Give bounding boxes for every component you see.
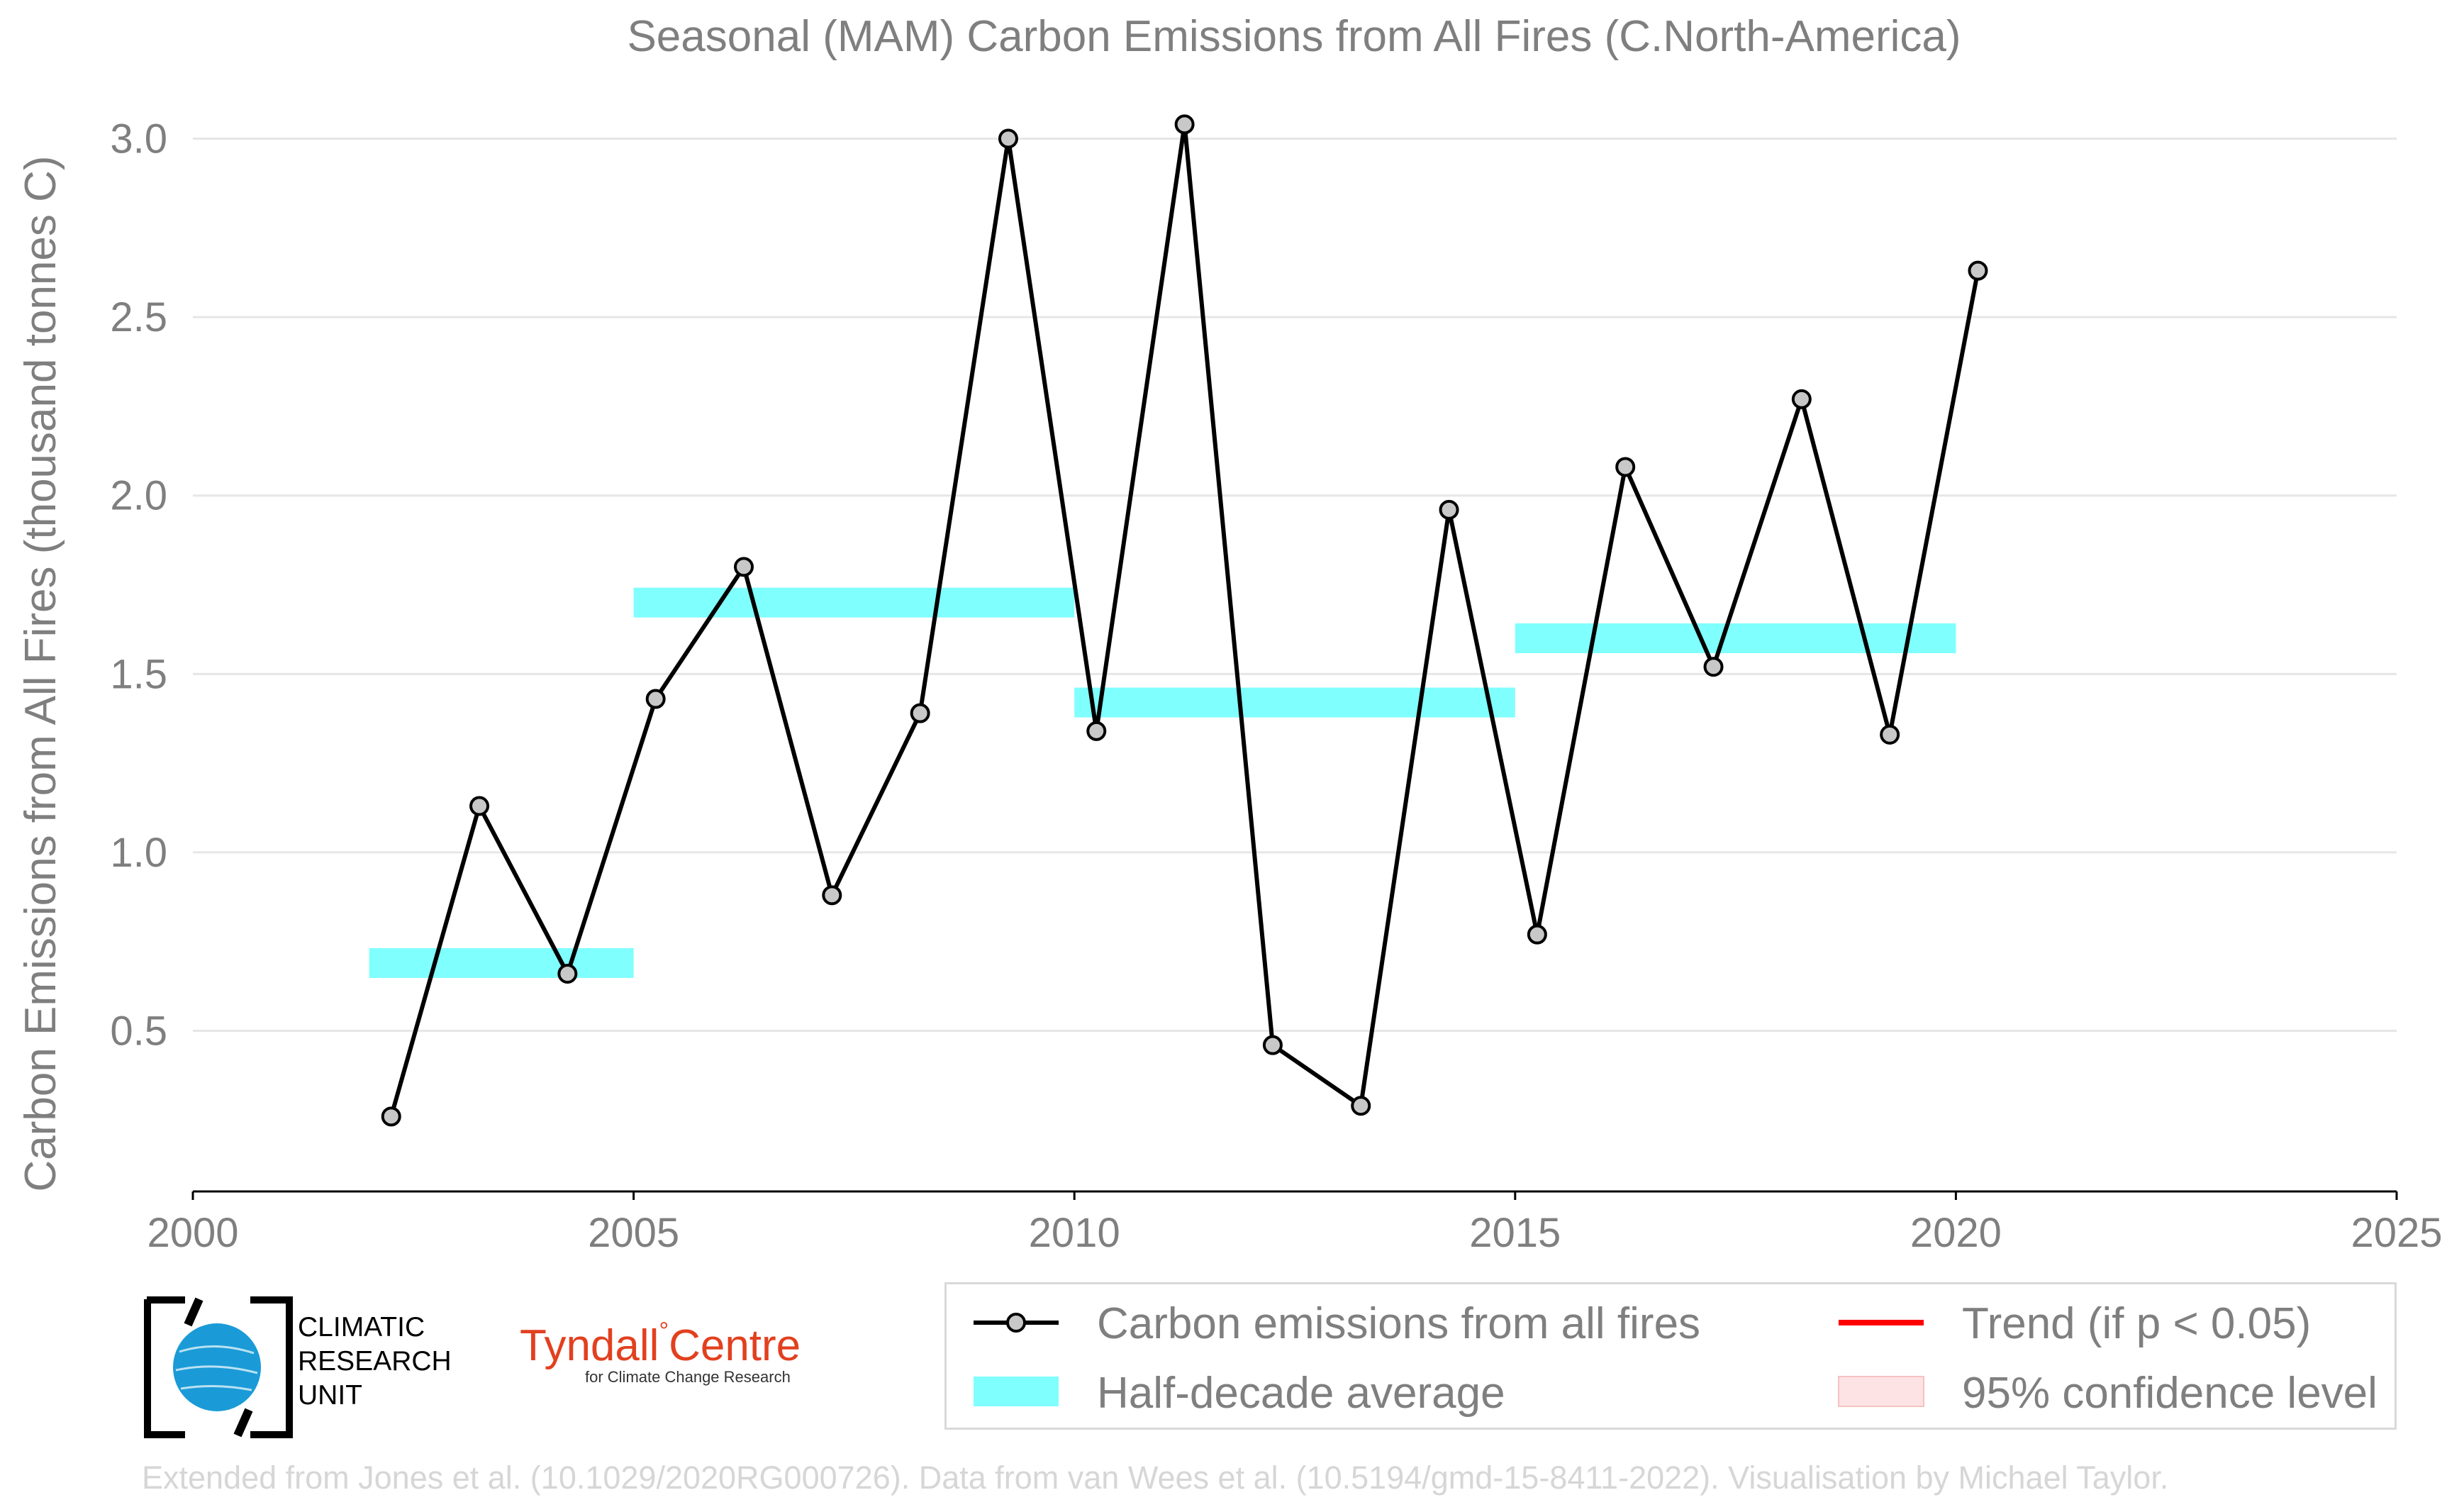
y-tick-label-2: 1.5	[110, 651, 167, 697]
data-point-9	[1174, 114, 1195, 135]
data-point-14	[1615, 457, 1636, 477]
x-tick-label-5: 2025	[2351, 1210, 2442, 1256]
y-tick-label-1: 1.0	[110, 830, 167, 876]
legend-label-trend: Trend (if p < 0.05)	[1962, 1299, 2312, 1348]
cru-line3: UNIT	[298, 1380, 362, 1411]
x-tick-label-3: 2015	[1469, 1210, 1561, 1256]
emissions-points	[381, 114, 1988, 1127]
tyndall-degree: °	[659, 1318, 669, 1345]
chart-title: Seasonal (MAM) Carbon Emissions from All…	[627, 12, 1961, 61]
legend-symbols	[974, 1313, 1924, 1407]
data-point-16	[1791, 389, 1812, 409]
footer-credit: Extended from Jones et al. (10.1029/2020…	[142, 1460, 2169, 1496]
data-point-6	[910, 703, 930, 723]
legend-label-half-decade: Half-decade average	[1097, 1369, 1505, 1418]
data-point-4	[734, 557, 754, 577]
half-decade-bar-3	[1515, 623, 1956, 653]
x-tick-label-1: 2005	[588, 1210, 679, 1256]
cru-logo-text: CLIMATIC RESEARCH UNIT	[298, 1311, 452, 1413]
cru-line2: RESEARCH	[298, 1346, 452, 1377]
legend-label-emissions: Carbon emissions from all fires	[1097, 1299, 1701, 1348]
data-point-7	[998, 128, 1018, 149]
y-tick-label-4: 2.5	[110, 294, 167, 340]
data-point-10	[1262, 1035, 1283, 1055]
legend-label-confidence: 95% confidence level	[1962, 1369, 2377, 1418]
data-point-1	[469, 796, 490, 816]
cru-line1: CLIMATIC	[298, 1312, 425, 1343]
half-decade-average-bars	[369, 587, 1956, 978]
data-point-3	[645, 689, 666, 709]
data-point-11	[1351, 1096, 1371, 1116]
x-tick-label-2: 2010	[1029, 1210, 1120, 1256]
gridlines	[193, 137, 2397, 1033]
tyndall-logo: Tyndall°Centre for Climate Change Resear…	[520, 1318, 801, 1386]
data-point-15	[1703, 657, 1724, 677]
axes: 0.5 1.0 1.5 2.0 2.5 3.0 2000 2005 2010 2015 2020 20…	[110, 116, 2442, 1256]
y-axis-label: Carbon Emissions from All Fires (thousan…	[16, 155, 65, 1191]
y-tick-label-3: 2.0	[110, 473, 167, 519]
half-decade-bar-2	[1074, 687, 1515, 718]
data-point-2	[557, 964, 578, 984]
data-point-0	[381, 1106, 401, 1127]
legend-symbol-confidence	[1838, 1376, 1924, 1407]
data-point-8	[1086, 721, 1107, 741]
x-tick-label-0: 2000	[147, 1210, 238, 1256]
tyndall-subtitle: for Climate Change Research	[585, 1368, 791, 1386]
legend: Carbon emissions from all fires Half-dec…	[944, 1282, 2397, 1430]
legend-symbol-emissions-marker	[1006, 1313, 1026, 1333]
y-tick-label-5: 3.0	[110, 116, 167, 162]
data-point-13	[1527, 924, 1547, 945]
tyndall-name: Tyndall	[520, 1321, 659, 1370]
data-point-17	[1880, 724, 1900, 745]
y-tick-label-0: 0.5	[110, 1008, 167, 1055]
legend-symbol-half-decade	[974, 1377, 1059, 1406]
data-point-12	[1439, 499, 1459, 520]
data-point-18	[1968, 260, 1988, 281]
data-point-5	[822, 885, 842, 906]
half-decade-bar-0	[369, 947, 634, 978]
tyndall-suffix: Centre	[669, 1321, 801, 1370]
cru-logo	[144, 1296, 293, 1438]
half-decade-bar-1	[633, 587, 1075, 618]
x-tick-label-4: 2020	[1910, 1210, 2002, 1256]
